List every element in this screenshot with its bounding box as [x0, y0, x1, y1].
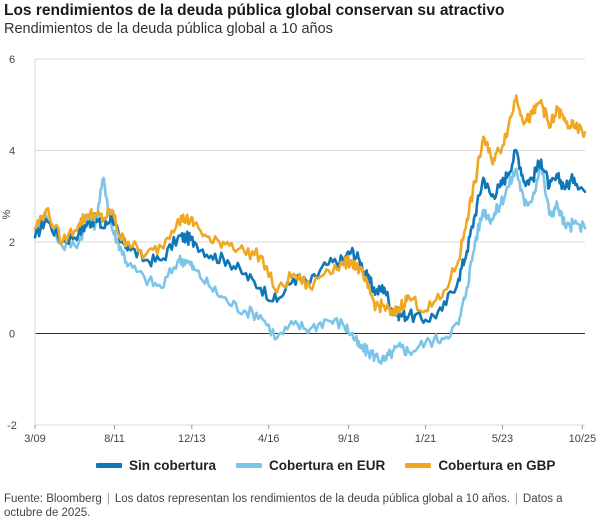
footer-source: Fuente: Bloomberg — [4, 493, 102, 505]
x-tick-label: 12/13 — [178, 433, 206, 445]
legend-label: Cobertura en GBP — [438, 458, 556, 473]
chart-subtitle: Rendimientos de la deuda pública global … — [4, 21, 333, 37]
y-axis-label: % — [1, 209, 13, 219]
x-tick-label: 8/11 — [104, 433, 125, 445]
x-tick-label: 10/25 — [569, 433, 597, 445]
x-tick-label: 3/09 — [24, 433, 45, 445]
legend-label: Cobertura en EUR — [269, 458, 386, 473]
y-tick-label: -2 — [7, 420, 17, 432]
series-line-sin-cobertura — [33, 148, 587, 324]
x-axis-ticks: 3/09 8/11 12/13 4/16 9/18 1/21 5/23 10/25 — [24, 425, 596, 445]
legend-label: Sin cobertura — [129, 458, 217, 473]
y-tick-label: 4 — [9, 146, 15, 158]
y-tick-label: 6 — [9, 54, 15, 66]
footer-date: Datos a octubre de 2025. — [4, 493, 563, 519]
legend-swatch — [236, 463, 263, 468]
y-tick-label: 0 — [9, 329, 15, 341]
y-axis-ticks: -2 0 2 4 6 — [7, 54, 17, 432]
legend-swatch — [405, 463, 432, 468]
x-tick-label: 5/23 — [492, 433, 513, 445]
line-chart: -2 0 2 4 6 3/09 8/11 12/13 4/16 9/18 1/21 5/23 10/2… — [1, 54, 596, 445]
series-line-cobertura-en-eur — [33, 162, 587, 365]
footer-note: Fuente: Bloomberg | Los datos representan … — [4, 493, 563, 519]
series-line-cobertura-en-gbp — [33, 94, 587, 317]
legend-item-cobertura-eur: Cobertura en EUR — [236, 458, 385, 473]
footer-description: Los datos representan los rendimientos d… — [114, 493, 510, 505]
y-tick-label: 2 — [9, 237, 15, 249]
legend-item-sin-cobertura: Sin cobertura — [96, 458, 216, 473]
chart-title: Los rendimientos de la deuda pública glo… — [4, 2, 505, 19]
x-tick-label: 9/18 — [338, 433, 359, 445]
series-lines — [33, 94, 587, 365]
x-tick-label: 4/16 — [258, 433, 279, 445]
legend: Sin cobertura Cobertura en EUR Cobertura… — [96, 458, 555, 473]
legend-item-cobertura-gbp: Cobertura en GBP — [405, 458, 555, 473]
x-tick-label: 1/21 — [415, 433, 436, 445]
legend-swatch — [96, 463, 122, 468]
